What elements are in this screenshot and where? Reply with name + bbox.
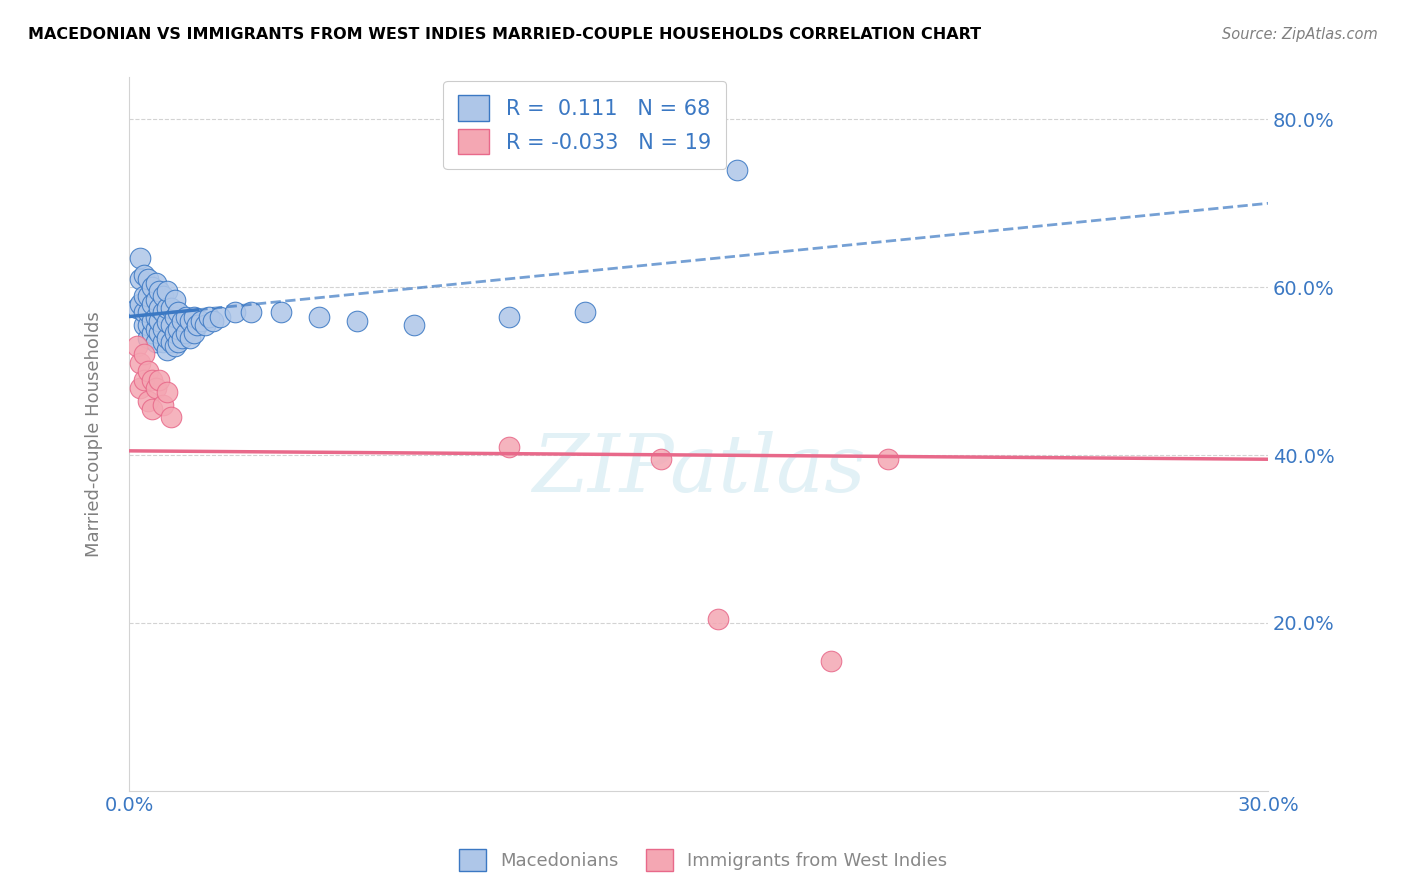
Text: MACEDONIAN VS IMMIGRANTS FROM WEST INDIES MARRIED-COUPLE HOUSEHOLDS CORRELATION : MACEDONIAN VS IMMIGRANTS FROM WEST INDIE… xyxy=(28,27,981,42)
Point xyxy=(148,301,170,316)
Point xyxy=(125,339,148,353)
Point xyxy=(201,314,224,328)
Point xyxy=(190,314,212,328)
Point xyxy=(224,305,246,319)
Point xyxy=(270,305,292,319)
Legend: R =  0.111   N = 68, R = -0.033   N = 19: R = 0.111 N = 68, R = -0.033 N = 19 xyxy=(443,80,725,169)
Point xyxy=(820,654,842,668)
Point xyxy=(136,318,159,332)
Point xyxy=(136,305,159,319)
Point xyxy=(136,330,159,344)
Point xyxy=(145,310,167,324)
Point xyxy=(159,318,181,332)
Point xyxy=(498,440,520,454)
Point xyxy=(136,272,159,286)
Y-axis label: Married-couple Households: Married-couple Households xyxy=(86,311,103,557)
Point xyxy=(129,356,152,370)
Point xyxy=(156,343,179,358)
Text: Source: ZipAtlas.com: Source: ZipAtlas.com xyxy=(1222,27,1378,42)
Point xyxy=(134,318,156,332)
Point xyxy=(650,452,672,467)
Point xyxy=(134,372,156,386)
Point xyxy=(141,372,163,386)
Point xyxy=(152,322,174,336)
Point xyxy=(129,251,152,265)
Point xyxy=(134,288,156,302)
Point xyxy=(498,310,520,324)
Point xyxy=(167,322,190,336)
Point xyxy=(148,372,170,386)
Point xyxy=(163,293,186,307)
Point xyxy=(877,452,900,467)
Text: ZIPatlas: ZIPatlas xyxy=(531,431,865,508)
Legend: Macedonians, Immigrants from West Indies: Macedonians, Immigrants from West Indies xyxy=(451,842,955,879)
Point xyxy=(163,326,186,341)
Point xyxy=(174,310,197,324)
Point xyxy=(172,314,194,328)
Point xyxy=(197,310,219,324)
Point xyxy=(156,301,179,316)
Point xyxy=(145,381,167,395)
Point xyxy=(136,364,159,378)
Point xyxy=(194,318,217,332)
Point xyxy=(402,318,425,332)
Point xyxy=(239,305,262,319)
Point xyxy=(152,334,174,349)
Point xyxy=(134,305,156,319)
Point xyxy=(134,347,156,361)
Point xyxy=(129,381,152,395)
Point xyxy=(725,162,748,177)
Point xyxy=(141,297,163,311)
Point xyxy=(209,310,232,324)
Point xyxy=(156,385,179,400)
Point xyxy=(163,339,186,353)
Point xyxy=(186,318,208,332)
Point xyxy=(129,272,152,286)
Point xyxy=(134,268,156,282)
Point xyxy=(174,326,197,341)
Point xyxy=(156,330,179,344)
Point xyxy=(574,305,596,319)
Point xyxy=(156,316,179,330)
Point xyxy=(129,297,152,311)
Point xyxy=(172,330,194,344)
Point xyxy=(167,305,190,319)
Point xyxy=(148,326,170,341)
Point xyxy=(346,314,368,328)
Point xyxy=(159,410,181,425)
Point xyxy=(159,301,181,316)
Point xyxy=(152,398,174,412)
Point xyxy=(148,314,170,328)
Point xyxy=(136,288,159,302)
Point xyxy=(145,334,167,349)
Point xyxy=(141,280,163,294)
Point xyxy=(167,334,190,349)
Point xyxy=(141,314,163,328)
Point xyxy=(163,310,186,324)
Point xyxy=(145,293,167,307)
Point xyxy=(179,330,201,344)
Point xyxy=(159,334,181,349)
Point xyxy=(183,310,205,324)
Point xyxy=(179,314,201,328)
Point xyxy=(152,288,174,302)
Point xyxy=(148,285,170,299)
Point xyxy=(136,393,159,408)
Point xyxy=(145,322,167,336)
Point xyxy=(156,285,179,299)
Point xyxy=(125,301,148,316)
Point xyxy=(706,612,728,626)
Point xyxy=(152,305,174,319)
Point xyxy=(145,276,167,290)
Point xyxy=(308,310,330,324)
Point xyxy=(141,401,163,416)
Point xyxy=(183,326,205,341)
Point xyxy=(141,326,163,341)
